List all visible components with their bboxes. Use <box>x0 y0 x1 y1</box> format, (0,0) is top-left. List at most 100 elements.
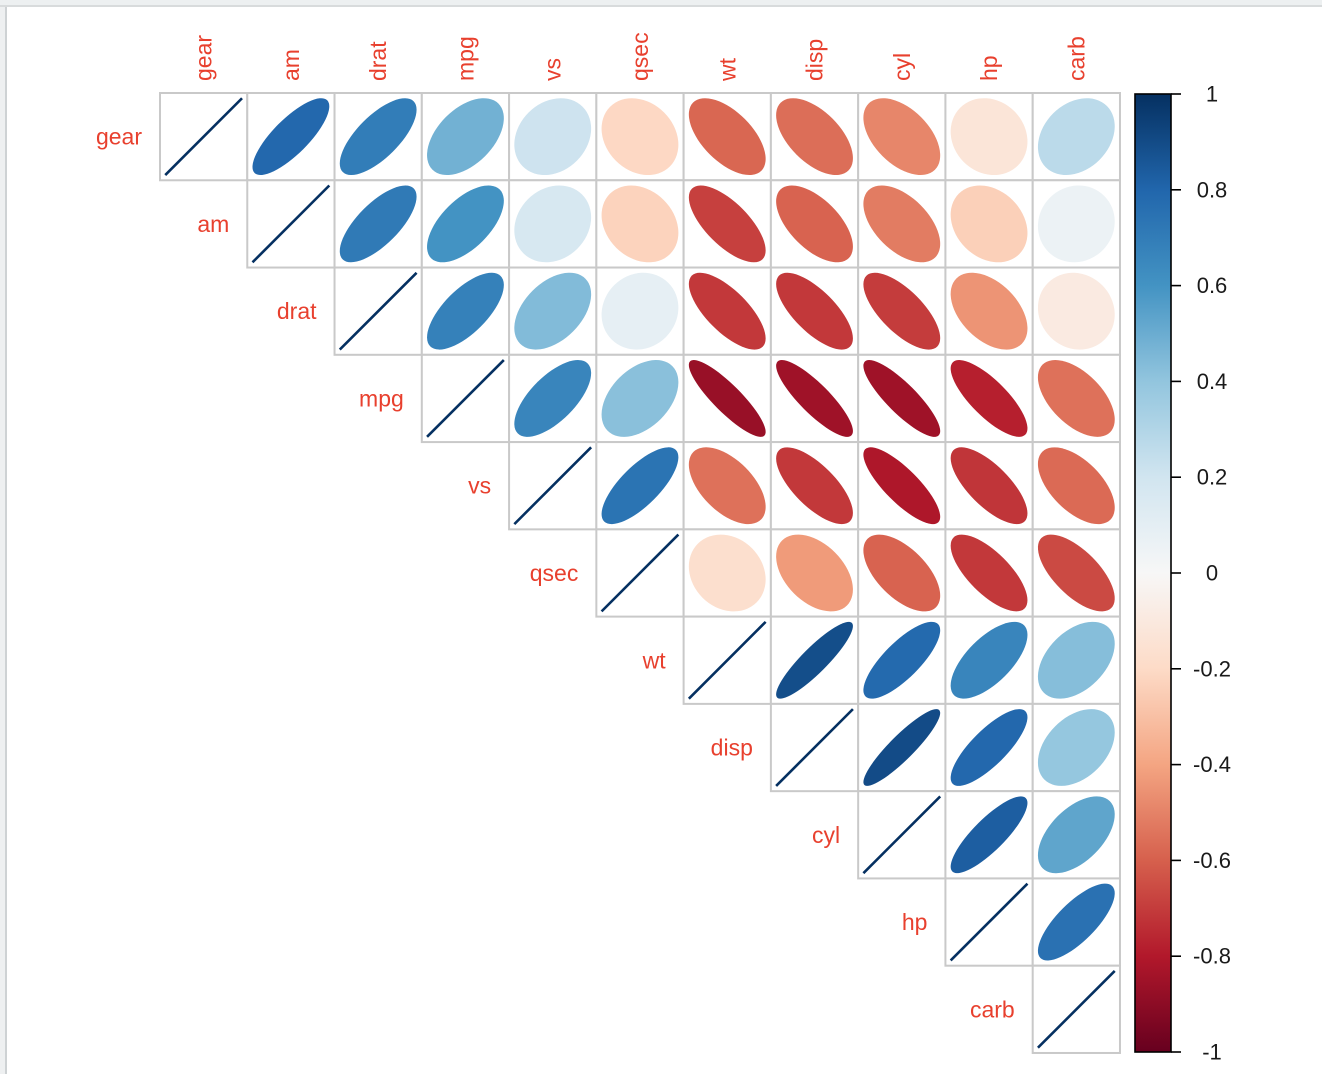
colorbar-tick-label--0.6: -0.6 <box>1193 848 1231 873</box>
corr-cyl-hp <box>950 796 1028 874</box>
corr-gear-hp <box>950 98 1028 176</box>
diagonal-line-cyl <box>862 795 942 875</box>
col-label-am: am <box>278 49 304 81</box>
corr-vs-disp <box>776 447 853 525</box>
corr-vs-cyl <box>863 447 941 525</box>
colorbar: 1 0.8 0.6 0.4 0.2 0 -0.2 -0.4 -0.6 -0.8 -1 <box>1134 82 1231 1065</box>
corr-am-vs <box>514 185 592 263</box>
corr-drat-wt <box>688 272 766 350</box>
corr-drat-cyl <box>863 272 941 350</box>
colorbar-tick-label-0.8: 0.8 <box>1197 177 1228 202</box>
colorbar-tick-label-0.6: 0.6 <box>1197 273 1228 298</box>
correlation-glyphs <box>164 97 1116 1049</box>
corr-mpg-wt <box>688 360 766 437</box>
corr-wt-hp <box>950 621 1028 699</box>
corr-am-cyl <box>863 185 941 263</box>
col-label-drat: drat <box>365 41 391 81</box>
diagonal-line-disp <box>775 708 854 787</box>
row-label-vs: vs <box>468 473 491 499</box>
corr-qsec-disp <box>776 534 853 612</box>
colorbar-tick-label-0.2: 0.2 <box>1197 465 1228 490</box>
row-label-mpg: mpg <box>359 385 404 411</box>
corr-mpg-qsec <box>601 360 679 437</box>
row-label-am: am <box>197 211 229 237</box>
colorbar-tick-label-0: 0 <box>1206 561 1218 586</box>
corr-mpg-vs <box>514 360 592 437</box>
diagonal-line-vs <box>513 446 593 526</box>
diagonal-line-hp <box>949 882 1029 962</box>
corr-drat-disp <box>776 272 853 350</box>
diagonal-line-mpg <box>426 359 505 438</box>
col-label-disp: disp <box>802 39 828 81</box>
row-label-drat: drat <box>277 298 317 324</box>
corr-gear-cyl <box>863 98 941 176</box>
corr-vs-carb <box>1037 447 1115 525</box>
colorbar-tick-label--0.4: -0.4 <box>1193 752 1231 777</box>
corr-gear-wt <box>688 98 766 176</box>
corr-disp-carb <box>1037 709 1115 786</box>
row-label-carb: carb <box>970 996 1015 1022</box>
row-label-disp: disp <box>711 735 753 761</box>
corr-drat-mpg <box>427 272 504 350</box>
corr-vs-hp <box>950 447 1028 525</box>
corr-mpg-hp <box>950 360 1028 437</box>
colorbar-tick-label--0.2: -0.2 <box>1193 656 1231 681</box>
corr-qsec-carb <box>1037 534 1115 612</box>
corr-mpg-cyl <box>863 360 941 437</box>
corr-hp-carb <box>1037 883 1115 961</box>
corr-drat-carb <box>1037 272 1115 350</box>
corr-wt-disp <box>776 621 853 699</box>
corr-am-carb <box>1037 185 1115 263</box>
pane-top-strip <box>0 0 1322 5</box>
corr-vs-wt <box>688 447 766 525</box>
corr-disp-hp <box>950 709 1028 786</box>
col-label-vs: vs <box>540 58 566 81</box>
corr-gear-disp <box>776 98 853 176</box>
colorbar-tick-label--1: -1 <box>1202 1040 1222 1065</box>
diagonal-line-wt <box>687 620 767 700</box>
row-label-gear: gear <box>96 124 142 150</box>
corr-mpg-disp <box>776 360 853 437</box>
corr-drat-qsec <box>601 272 679 350</box>
corr-cyl-carb <box>1037 796 1115 874</box>
corr-qsec-cyl <box>863 534 941 612</box>
diagonal-line-drat <box>338 271 418 351</box>
corr-am-hp <box>950 185 1028 263</box>
pane-left-border <box>5 7 7 1074</box>
diagonal-line-qsec <box>600 533 680 613</box>
row-label-qsec: qsec <box>530 560 579 586</box>
row-label-hp: hp <box>902 909 928 935</box>
corr-gear-carb <box>1037 98 1115 176</box>
corr-wt-cyl <box>863 621 941 699</box>
diagonal-line-carb <box>1037 970 1116 1049</box>
colorbar-tick-label--0.8: -0.8 <box>1193 944 1231 969</box>
corr-drat-hp <box>950 272 1028 350</box>
corr-am-qsec <box>601 185 679 263</box>
pane-top-border <box>0 5 1322 7</box>
corr-am-disp <box>776 185 853 263</box>
col-label-wt: wt <box>714 57 740 82</box>
row-label-cyl: cyl <box>812 822 840 848</box>
corr-wt-carb <box>1037 621 1115 699</box>
col-label-hp: hp <box>976 55 1002 81</box>
row-label-wt: wt <box>642 647 667 673</box>
corr-gear-vs <box>514 98 592 176</box>
col-label-gear: gear <box>191 35 217 81</box>
corr-qsec-wt <box>688 534 766 612</box>
diagonal-line-gear <box>164 97 243 176</box>
corr-gear-mpg <box>427 98 504 176</box>
col-label-qsec: qsec <box>627 32 653 81</box>
pane-left-strip <box>0 7 5 1074</box>
colorbar-gradient <box>1134 93 1172 1053</box>
col-label-carb: carb <box>1063 36 1089 81</box>
corr-gear-qsec <box>601 98 679 176</box>
corr-am-wt <box>688 185 766 263</box>
col-label-mpg: mpg <box>452 36 478 81</box>
corr-disp-cyl <box>863 709 941 786</box>
corr-am-drat <box>339 185 417 263</box>
colorbar-tick-label-1: 1 <box>1206 82 1218 107</box>
corr-drat-vs <box>514 272 592 350</box>
variable-labels: gear gear am am drat drat mpg mpg vs vs qsec qsec wt… <box>96 32 1089 1022</box>
